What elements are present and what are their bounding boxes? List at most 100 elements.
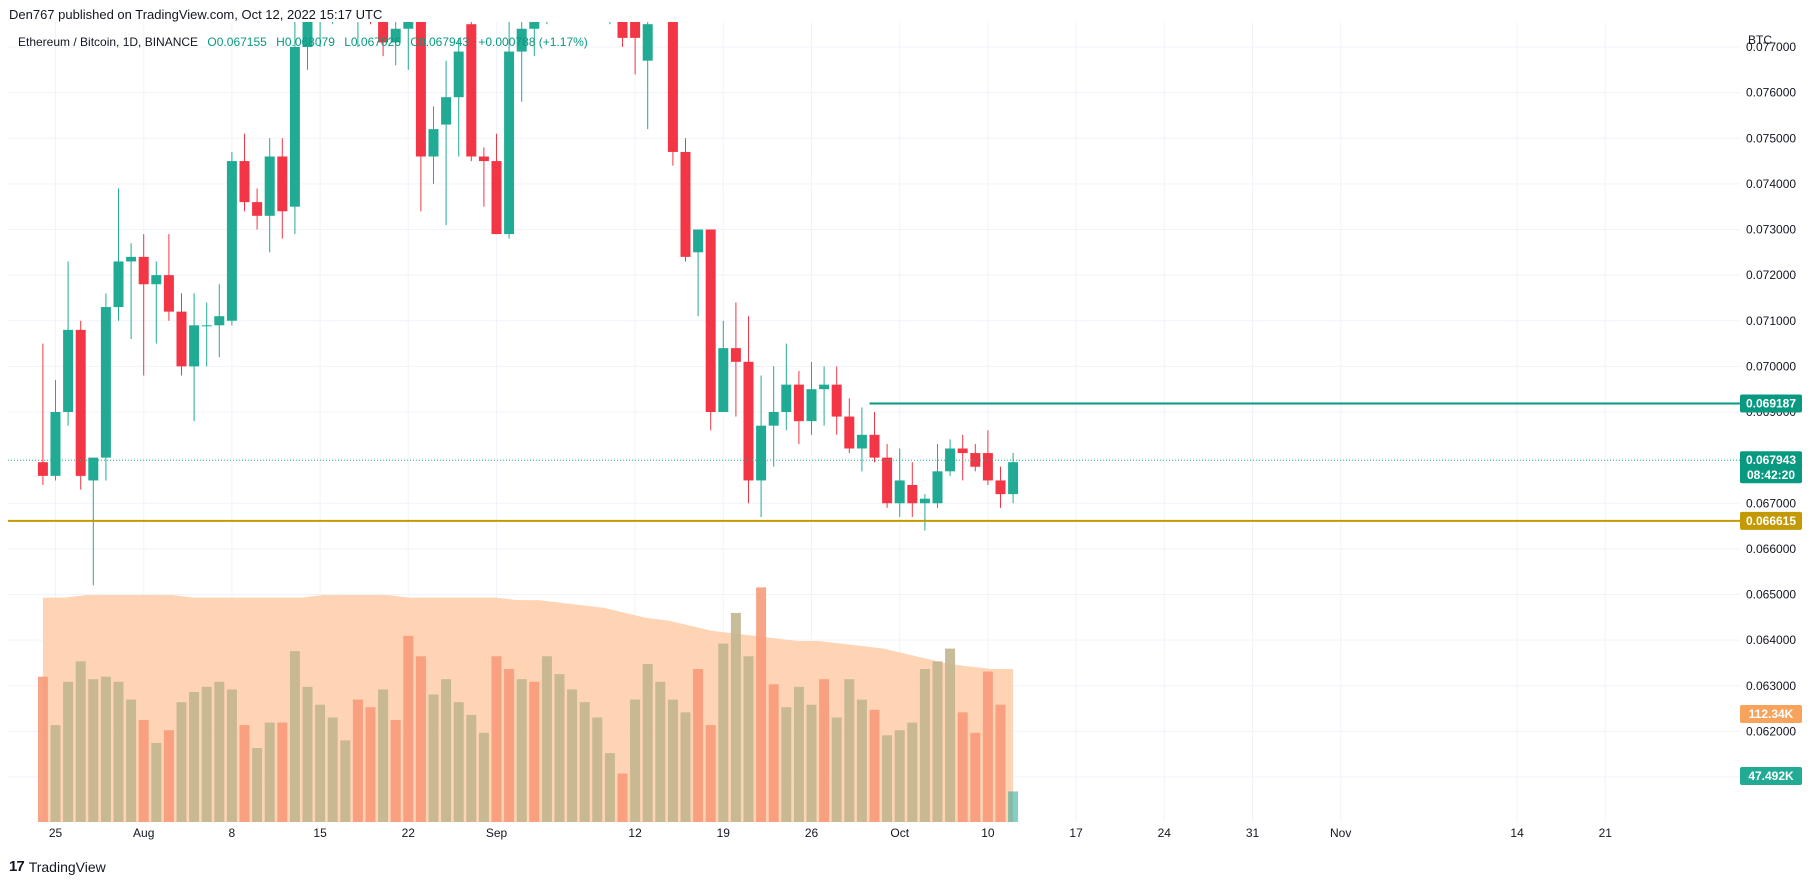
volume-bar xyxy=(264,722,275,822)
candle-body xyxy=(932,471,943,504)
time-tick-label: 12 xyxy=(628,826,642,840)
volume-bar xyxy=(126,699,137,822)
volume-bar xyxy=(819,679,830,822)
support-badge-text: 0.066615 xyxy=(1746,514,1796,528)
candle-body xyxy=(919,498,930,504)
volume-bar xyxy=(113,681,124,822)
candle-body xyxy=(756,425,767,481)
candle-body xyxy=(289,47,300,207)
volume-bar xyxy=(768,684,779,822)
candle-body xyxy=(176,311,187,367)
currency-label: BTC xyxy=(1748,33,1772,47)
volume-bar xyxy=(491,656,502,822)
volume-bar xyxy=(781,707,792,822)
candle-body xyxy=(844,416,855,449)
candle-body xyxy=(894,480,905,504)
candle-body xyxy=(415,22,426,157)
price-tick-label: 0.077000 xyxy=(1746,40,1796,54)
candle-body xyxy=(806,389,817,422)
time-tick-label: 10 xyxy=(981,826,995,840)
candle-body xyxy=(617,22,628,38)
candle-body xyxy=(239,161,250,203)
candle-body xyxy=(201,325,212,327)
candle-body xyxy=(793,384,804,422)
volume-bar xyxy=(378,689,389,822)
time-tick-label: 8 xyxy=(229,826,236,840)
price-tick-label: 0.073000 xyxy=(1746,223,1796,237)
brand-name: TradingView xyxy=(28,858,106,875)
time-tick-label: Aug xyxy=(133,826,154,840)
candle-body xyxy=(730,348,741,362)
volume-bar xyxy=(592,717,603,822)
time-tick-label: 31 xyxy=(1246,826,1260,840)
volume-bar xyxy=(37,676,48,822)
volume-bar xyxy=(50,725,61,822)
candle-body xyxy=(491,161,502,235)
volume-bar xyxy=(75,661,86,822)
volume-badge-text: 47.492K xyxy=(1748,769,1794,783)
time-tick-label: 17 xyxy=(1069,826,1083,840)
volume-bar xyxy=(277,722,288,822)
candle-body xyxy=(214,316,225,326)
candle-body xyxy=(151,275,162,285)
price-tick-label: 0.076000 xyxy=(1746,86,1796,100)
candle-body xyxy=(743,361,754,481)
volume-bar xyxy=(478,732,489,822)
candle-body xyxy=(957,448,968,454)
price-tick-label: 0.062000 xyxy=(1746,724,1796,738)
time-tick-label: 26 xyxy=(805,826,819,840)
candle-body xyxy=(428,129,439,157)
volume-bar xyxy=(466,714,477,822)
volume-bar xyxy=(554,674,565,822)
candle-body xyxy=(667,22,678,152)
volume-bar xyxy=(428,694,439,822)
candle-body xyxy=(378,22,389,43)
ohlc-change: +0.000788 (+1.17%) xyxy=(478,35,588,49)
ohlc-high: H0.068079 xyxy=(276,35,335,49)
candle-body xyxy=(163,275,174,312)
price-tick-label: 0.070000 xyxy=(1746,359,1796,373)
candle-body xyxy=(264,156,275,216)
last-price-badge-text: 0.067943 xyxy=(1746,453,1796,467)
candle-body xyxy=(856,434,867,449)
volume-bar xyxy=(957,712,968,822)
volume-bar xyxy=(806,704,817,822)
candle-body xyxy=(63,329,74,412)
candle-body xyxy=(504,51,515,235)
volume-bar xyxy=(932,661,943,822)
price-tick-label: 0.063000 xyxy=(1746,679,1796,693)
volume-bar xyxy=(529,681,540,822)
volume-bar xyxy=(756,587,767,822)
candle-body xyxy=(353,0,363,6)
candle-body xyxy=(126,256,137,262)
last-price-badge-bg xyxy=(1740,451,1802,484)
candle-body xyxy=(642,24,653,61)
volume-bar xyxy=(541,656,552,822)
plot-area xyxy=(8,0,1740,822)
published-info: Den767 published on TradingView.com, Oct… xyxy=(9,7,383,22)
candle-body xyxy=(781,384,792,412)
volume-bar xyxy=(642,663,653,822)
price-tick-label: 0.065000 xyxy=(1746,588,1796,602)
volume-bar xyxy=(743,656,754,822)
symbol-legend: Ethereum / Bitcoin, 1D, BINANCE O0.06715… xyxy=(18,35,594,49)
volume-bar xyxy=(945,648,956,822)
candle-body xyxy=(970,453,981,467)
volume-bar xyxy=(667,699,678,822)
time-tick-label: 24 xyxy=(1158,826,1172,840)
volume-bar xyxy=(138,720,149,822)
volume-ma-badge-bg xyxy=(1740,705,1802,723)
footer-brand[interactable]: 17 TradingView xyxy=(9,858,106,875)
volume-bar xyxy=(189,691,200,822)
volume-bar xyxy=(176,702,187,822)
volume-bar xyxy=(226,689,237,822)
candle-body xyxy=(328,0,338,1)
candle-body xyxy=(705,229,716,412)
candle-body xyxy=(516,28,527,52)
volume-bar xyxy=(718,643,729,822)
volume-bar xyxy=(302,686,313,822)
price-tick-label: 0.075000 xyxy=(1746,131,1796,145)
candle-body xyxy=(982,453,993,481)
candle-body xyxy=(138,256,149,285)
